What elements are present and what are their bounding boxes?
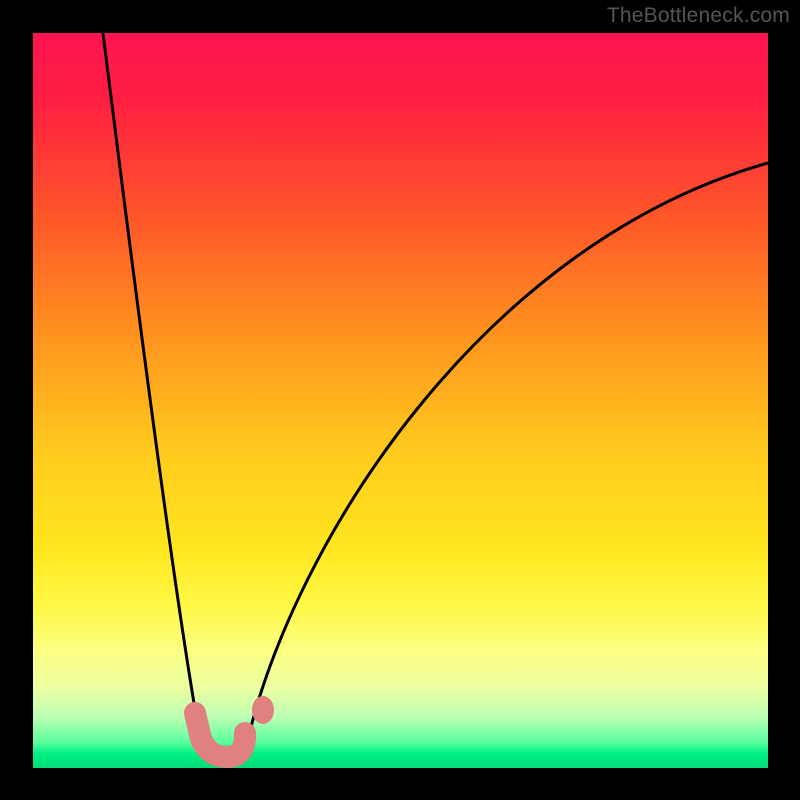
curve-right-branch: [247, 163, 768, 743]
chart-curves: [33, 33, 768, 768]
watermark-text: TheBottleneck.com: [607, 4, 790, 28]
highlight-dot-marker: [252, 696, 274, 724]
curve-left-branch: [103, 33, 201, 743]
bottleneck-chart: [33, 33, 768, 768]
highlight-u-marker: [195, 713, 245, 757]
